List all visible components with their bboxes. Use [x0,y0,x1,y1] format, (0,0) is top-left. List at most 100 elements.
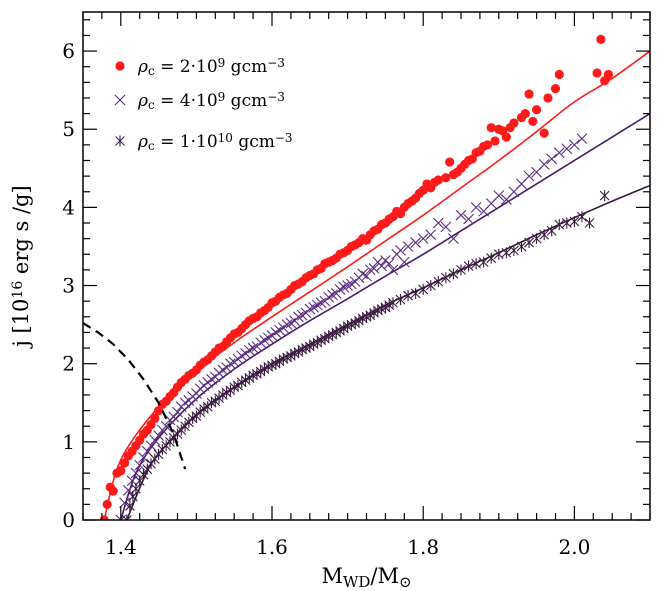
legend-marker-2 [115,135,125,147]
series-2-fit-line [126,184,650,520]
series-2-point [153,448,164,460]
series-1-point [417,233,429,245]
series-2-point [493,248,504,260]
series-2-point [206,397,217,409]
legend-marker-1 [114,94,126,106]
series-2-point [554,219,565,231]
y-tick-label: 4 [62,195,75,219]
series-1-point [440,221,452,233]
series-1-point [338,281,350,293]
series-2-point [187,412,198,424]
x-axis-label: MWD/M⊙ [321,564,411,591]
legend-label-1: ρc = 4·109 gcm−3 [137,90,285,112]
series-2-point [142,463,153,475]
series-1-point [122,484,134,496]
series-1-point [281,319,293,331]
y-tick-label: 1 [62,430,75,454]
x-tick-label: 1.8 [407,535,439,559]
series-1-point [327,289,338,301]
series-2-point [240,374,251,386]
series-1-point [168,411,180,423]
series-0-point [501,132,511,142]
series-1-point [455,209,467,221]
y-axis-label: j [1016 erg s /g] [9,185,33,349]
series-0-point [482,140,493,150]
series-2-point [569,215,580,227]
series-0-point [445,157,455,167]
series-0-point [550,83,561,94]
series-0-point [554,69,564,80]
series-2-point [121,514,132,520]
series-1-point [493,190,505,202]
series-1-point [296,309,308,321]
x-tick-label: 1.6 [256,535,288,559]
series-0-point [543,93,553,103]
series-2-point [410,287,421,299]
series-2-point [531,233,542,245]
series-2-point [440,272,451,284]
series-1-point [179,397,191,409]
series-1-point [274,324,285,336]
series-2-point [501,247,512,259]
legend-marker-0 [115,61,125,71]
series-1-point [149,434,161,446]
series-2-point [486,252,497,264]
series-2-point [516,240,527,252]
series-0-point [119,458,130,468]
legend-label-0: ρc = 2·109 gcm−3 [137,56,285,78]
series-1-point [538,159,550,170]
series-1-fit-line [120,112,650,520]
series-2-point [403,290,413,302]
series-2-point [478,256,489,268]
series-0-point [116,466,126,476]
y-tick-label: 0 [62,508,75,532]
series-2-point [149,453,160,465]
series-1-point [576,133,588,144]
series-0-point [539,128,549,138]
series-1-point [553,147,565,159]
series-1-point [395,244,406,256]
series-2-point [584,217,595,229]
series-1-point [134,459,146,471]
series-2-point [425,280,436,292]
series-2-point [236,376,247,388]
series-0-point [490,136,500,146]
legend: ρc = 2·109 gcm−3 ρc = 4·109 gcm−3 ρc = 1·1… [114,56,293,153]
series-2-point [524,237,534,249]
series-2-point [146,458,156,470]
series-0-point [520,109,530,119]
series-0-point [532,105,542,115]
y-tick-label: 6 [62,39,75,63]
series-1-point [470,201,482,213]
series-2-point [509,244,519,256]
series-1-point [206,373,217,385]
plot-area [83,34,650,520]
series-2-point [546,225,557,237]
series-0-point [596,34,606,44]
series-1-point [315,297,327,309]
series-0-point [150,413,160,423]
series-0-point [509,118,519,128]
series-1-point [145,440,157,452]
axes: 1.4 1.6 1.8 2.0 0 1 2 3 4 5 6 [62,11,651,559]
y-tick-label: 2 [62,352,75,376]
series-0-point [441,173,451,183]
series-1-point [138,452,149,463]
series-1-point [410,237,422,248]
series-1-point [546,153,558,165]
series-1-point [160,420,172,432]
series-2-point [561,217,572,229]
series-1-point [247,342,259,354]
series-2-point [599,190,610,202]
series-0-point [102,499,112,509]
y-tick-label: 3 [62,274,75,298]
series-1-point [236,350,248,362]
series-1-point [376,260,388,272]
series-0-point [592,68,602,78]
series-1-point [432,217,444,229]
series-1-point [368,262,380,274]
series-2-point [221,387,232,399]
series-2-point [433,276,444,288]
series-1-point [345,278,357,290]
series-2-point [448,268,459,280]
